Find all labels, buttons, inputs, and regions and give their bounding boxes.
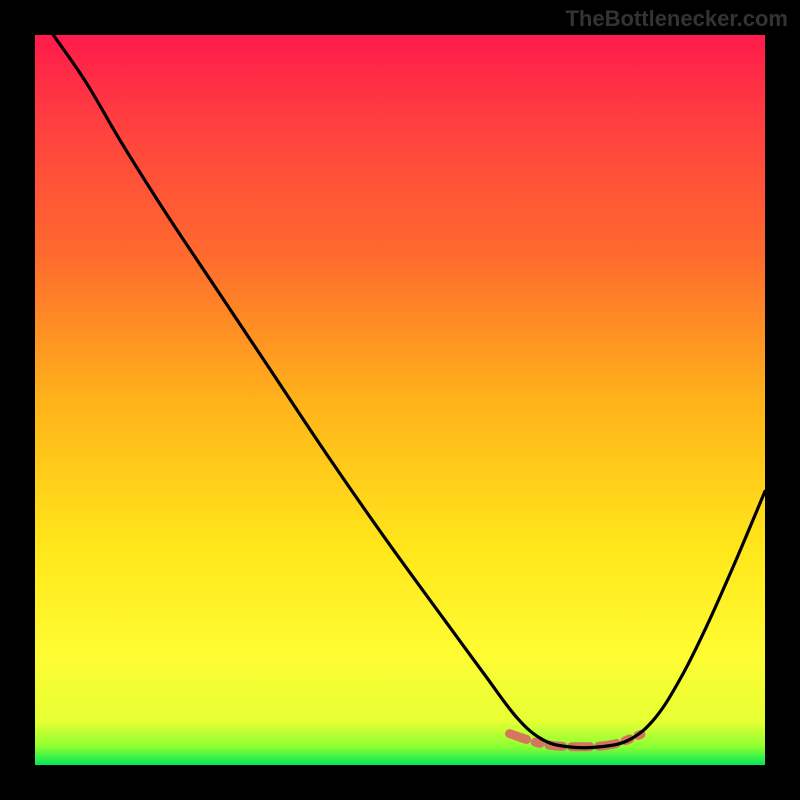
watermark-text: TheBottlenecker.com (565, 6, 788, 32)
gradient-plot-area (35, 35, 765, 765)
gradient-fill (35, 35, 765, 765)
chart-container: TheBottlenecker.com (0, 0, 800, 800)
